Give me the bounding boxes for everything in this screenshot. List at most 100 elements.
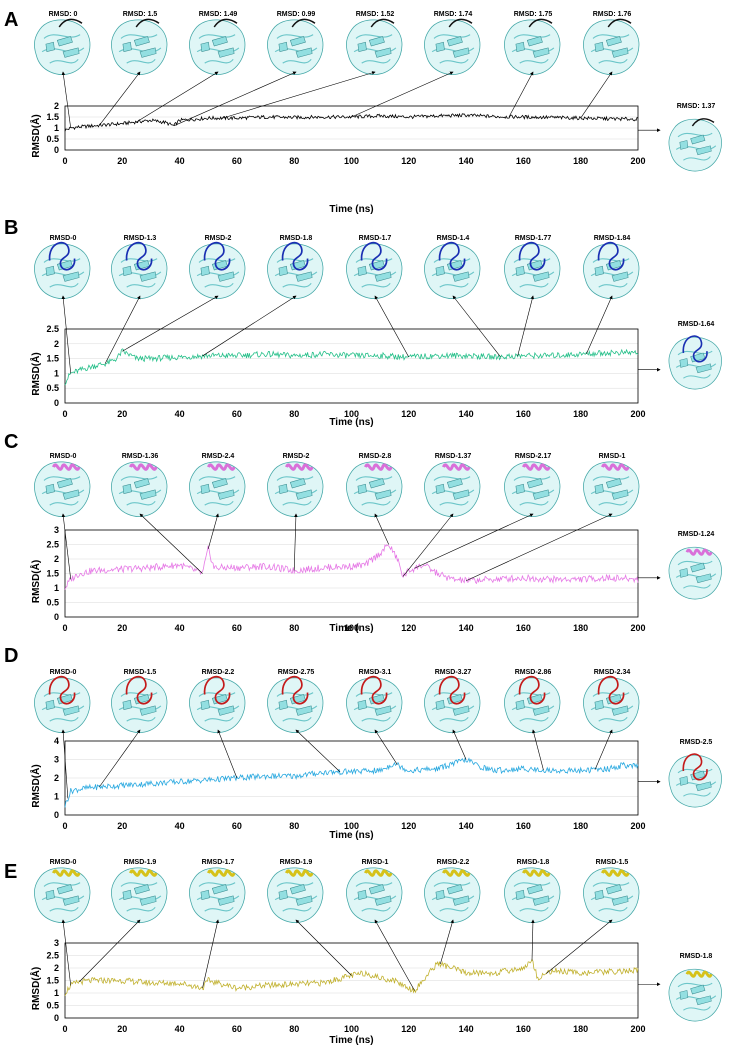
snapshot-label: RMSD: 0: [49, 11, 78, 18]
protein-sheets: [278, 884, 313, 906]
protein-loops: [431, 34, 475, 64]
y-tick-label: 1.5: [46, 112, 59, 122]
protein-loops: [511, 34, 555, 64]
plot-frame: [64, 105, 639, 151]
snapshot-label: RMSD-1.7: [202, 859, 235, 866]
snapshot-arrow: [508, 71, 534, 117]
terminus-motif: [691, 118, 715, 127]
terminus-motif: [528, 18, 553, 28]
snapshot-arrow: [586, 295, 613, 354]
final-snapshot-structure: [668, 753, 722, 808]
y-tick-label: 3: [54, 755, 59, 765]
protein-loops: [274, 476, 318, 506]
snapshot-structure: [424, 241, 481, 299]
y-tick-label: 1: [54, 123, 59, 133]
rmsd-line-a: [64, 112, 639, 132]
y-tick-label: 2.5: [46, 324, 59, 334]
snapshot-structure: [111, 241, 168, 299]
snapshot-structure: [34, 675, 91, 733]
snapshot-label: RMSD: 1.76: [593, 11, 632, 18]
snapshot-label: RMSD-0: [50, 669, 77, 676]
final-snapshot-label: RMSD-1.8: [680, 953, 713, 960]
protein-surface: [111, 19, 168, 75]
y-tick-label: 4: [54, 736, 59, 746]
loop-motif: [438, 241, 466, 271]
snapshot-arrow: [173, 71, 297, 127]
x-tick-label: 20: [117, 821, 127, 831]
protein-sheets: [357, 36, 392, 58]
helix-motif: [522, 869, 551, 877]
y-tick-label: 2: [54, 554, 59, 564]
loop-motif: [48, 241, 76, 271]
x-tick-label: 160: [516, 156, 531, 166]
snapshot-arrow: [374, 919, 415, 991]
y-tick-label: 2: [54, 773, 59, 783]
protein-loops: [353, 476, 397, 506]
x-tick-label: 160: [516, 623, 531, 633]
x-tick-label: 180: [573, 623, 588, 633]
panel-letter: E: [4, 861, 17, 883]
snapshot-arrow: [594, 729, 613, 770]
helix-motif: [207, 463, 236, 471]
loop-motif: [682, 753, 708, 781]
snapshot-label: RMSD-0: [50, 453, 77, 460]
loop-motif: [125, 675, 153, 705]
x-tick-label: 100: [344, 409, 359, 419]
terminus-motif: [135, 18, 160, 28]
terminus-motif: [213, 18, 238, 28]
loop-motif: [682, 335, 708, 363]
protein-loops: [118, 476, 162, 506]
y-tick-label: 1: [54, 368, 59, 378]
x-tick-label: 40: [175, 156, 185, 166]
x-tick-label: 140: [459, 821, 474, 831]
snapshot-structure: [346, 675, 403, 733]
loop-motif: [203, 675, 231, 705]
snapshot-arrow: [61, 295, 72, 374]
helix-motif: [522, 463, 551, 471]
rmsd-line-e: [64, 958, 639, 996]
protein-surface: [267, 243, 324, 299]
protein-sheets: [45, 884, 80, 906]
y-tick-label: 1: [54, 583, 59, 593]
x-tick-label: 160: [516, 1024, 531, 1034]
snapshot-structure: [34, 241, 91, 299]
y-tick-label: 0: [54, 1013, 59, 1023]
protein-loops: [41, 882, 85, 912]
protein-sheets: [679, 352, 712, 374]
x-tick-label: 40: [175, 1024, 185, 1034]
y-tick-label: 0.5: [46, 1001, 59, 1011]
helix-motif: [601, 869, 630, 877]
protein-surface: [668, 118, 722, 172]
plot-frame: [64, 328, 639, 404]
x-tick-label: 100: [344, 821, 359, 831]
loop-motif: [125, 241, 153, 271]
protein-surface: [424, 243, 481, 299]
x-tick-label: 80: [289, 1024, 299, 1034]
protein-loops: [511, 882, 555, 912]
y-tick-label: 0: [54, 810, 59, 820]
protein-surface: [668, 968, 722, 1022]
snapshot-label: RMSD-1.36: [122, 453, 159, 460]
snapshot-arrow: [452, 295, 501, 358]
y-tick-label: 0.5: [46, 134, 59, 144]
x-tick-label: 160: [516, 821, 531, 831]
protein-surface: [267, 867, 324, 923]
panel-a: A00.511.520 20 40 60 80 100 120 140 160 180 200Tim…: [4, 9, 722, 215]
protein-sheets: [594, 884, 629, 906]
snapshot-arrow: [61, 71, 72, 129]
x-tick-label: 60: [232, 1024, 242, 1034]
x-axis-title: Time (ns): [329, 623, 373, 634]
snapshot-structure: [267, 867, 324, 923]
y-tick-label: 3: [54, 525, 59, 535]
x-tick-label: 20: [117, 1024, 127, 1034]
protein-surface: [267, 677, 324, 733]
x-tick-label: 120: [401, 1024, 416, 1034]
protein-loops: [196, 476, 240, 506]
y-axis-title: RMSD(Å): [29, 114, 42, 157]
y-tick-label: 1.5: [46, 976, 59, 986]
snapshot-label: RMSD: 1.49: [199, 11, 238, 18]
snapshot-structure: [189, 18, 246, 75]
protein-sheets: [278, 36, 313, 58]
snapshot-arrow: [546, 919, 613, 974]
